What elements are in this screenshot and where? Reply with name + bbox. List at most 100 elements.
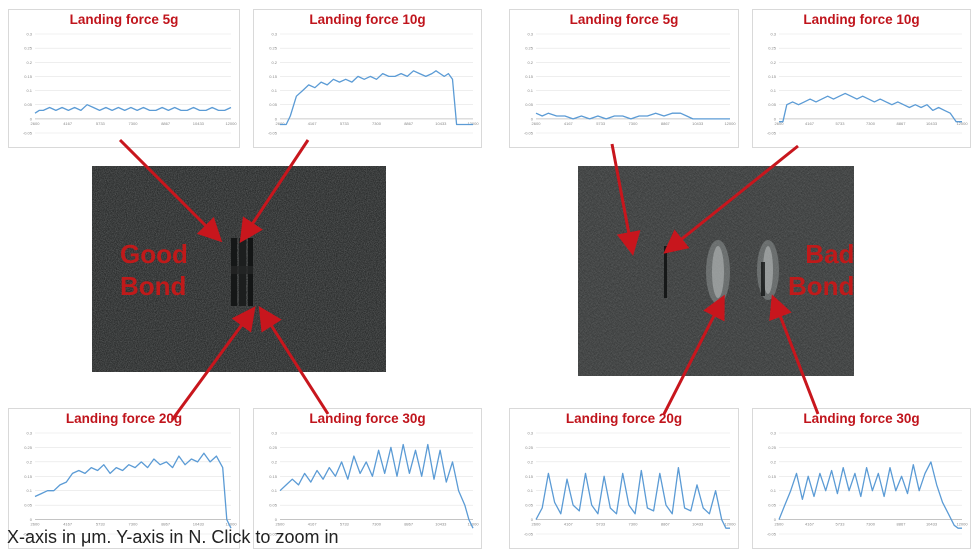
chart-title: Landing force 10g [309,12,426,27]
y-tick-label: 0.05 [24,102,33,107]
series-line [778,461,962,529]
x-tick-label: 10433 [193,121,205,126]
chart-panel-good-20g[interactable]: -0.05 0 0.05 0.1 0.15 0.2 0.25 0.3 2600 4167 5733 7… [8,408,240,549]
y-tick-label: 0.3 [527,431,533,436]
y-tick-label: 0.2 [26,60,32,65]
y-tick-label: 0.25 [525,46,534,51]
good-bond-micrograph[interactable]: Good Bond [92,166,386,372]
x-tick-label: 5733 [340,522,350,527]
x-tick-label: 8867 [897,522,907,527]
y-tick-label: 0.1 [770,88,776,93]
line-chart: -0.05 0 0.05 0.1 0.15 0.2 0.25 0.3 2600 4167 5733 7… [767,32,968,136]
x-tick-label: 12000 [956,522,968,527]
x-tick-label: 5733 [596,121,606,126]
series-line [535,112,730,120]
y-tick-label: 0.25 [768,445,777,450]
x-tick-label: 10433 [193,522,205,527]
x-tick-label: 4167 [308,522,318,527]
bad-bond-label-line2: Bond [788,271,854,301]
x-tick-label: 2600 [775,121,785,126]
y-tick-label: 0.1 [527,488,533,493]
series-line [779,92,962,123]
y-tick-label: 0.15 [768,474,777,479]
y-tick-label: -0.05 [23,532,33,537]
y-tick-label: 0.1 [271,488,277,493]
x-tick-label: 7300 [866,522,876,527]
x-tick-label: 4167 [63,121,73,126]
chart-panel-bad-5g[interactable]: -0.05 0 0.05 0.1 0.15 0.2 0.25 0.3 2600 4167 5733 7… [509,9,739,148]
chart-panel-good-5g[interactable]: -0.05 0 0.05 0.1 0.15 0.2 0.25 0.3 2600 4167 5733 7… [8,9,240,148]
line-chart: -0.05 0 0.05 0.1 0.15 0.2 0.25 0.3 2600 4167 5733 7… [524,32,736,136]
y-tick-label: 0.2 [527,60,533,65]
y-tick-label: 0.15 [269,474,278,479]
chart-panel-good-30g[interactable]: -0.05 0 0.05 0.1 0.15 0.2 0.25 0.3 2600 4167 5733 7… [253,408,482,549]
x-tick-label: 5733 [836,121,846,126]
chart-panel-bad-30g[interactable]: -0.05 0 0.05 0.1 0.15 0.2 0.25 0.3 2600 4167 5733 7… [752,408,971,549]
x-tick-label: 12000 [467,121,479,126]
y-tick-label: 0.25 [24,445,33,450]
y-tick-label: 0.15 [768,74,777,79]
y-tick-label: 0.05 [269,503,278,508]
x-tick-label: 7300 [129,121,139,126]
x-tick-label: 10433 [926,522,938,527]
x-tick-label: 7300 [866,121,876,126]
y-tick-label: 0.2 [271,459,277,464]
y-tick-label: 0 [774,517,777,522]
bond-footprint [231,238,253,306]
chart-title: Landing force 20g [565,411,683,426]
chart-title: Landing force 10g [803,12,920,27]
chart-title: Landing force 20g [65,411,183,426]
x-tick-label: 2600 [276,522,286,527]
y-tick-label: 0.25 [269,445,278,450]
x-tick-label: 4167 [564,121,574,126]
x-tick-label: 2600 [276,121,286,126]
y-tick-label: 0.1 [527,88,533,93]
x-tick-label: 2600 [31,121,41,126]
chart-panel-good-10g[interactable]: -0.05 0 0.05 0.1 0.15 0.2 0.25 0.3 2600 4167 5733 7… [253,9,482,148]
y-tick-label: 0 [30,517,33,522]
y-tick-label: 0.15 [525,474,534,479]
y-tick-label: 0.05 [525,102,534,107]
chart-panel-bad-10g[interactable]: -0.05 0 0.05 0.1 0.15 0.2 0.25 0.3 2600 4167 5733 7… [752,9,971,148]
bond-residue [664,240,779,304]
y-tick-label: 0.2 [770,60,776,65]
x-tick-label: 7300 [629,121,639,126]
x-tick-label: 8867 [897,121,907,126]
y-tick-label: 0.3 [271,431,277,436]
series-line [280,70,473,126]
y-tick-label: 0.15 [24,74,33,79]
chart-panel-bad-20g[interactable]: -0.05 0 0.05 0.1 0.15 0.2 0.25 0.3 2600 4167 5733 7… [509,408,739,549]
x-tick-label: 4167 [564,522,574,527]
x-tick-label: 2600 [775,522,785,527]
y-tick-label: 0 [531,517,534,522]
bad-bond-micrograph[interactable]: Bad Bond [578,166,854,376]
y-tick-label: 0.2 [770,459,776,464]
good-bond-label-line1: Good [120,239,188,269]
x-tick-label: 4167 [805,121,815,126]
y-tick-label: 0.1 [271,88,277,93]
y-tick-label: 0.05 [525,503,534,508]
y-tick-label: -0.05 [524,131,534,136]
y-tick-label: 0.25 [525,445,534,450]
y-tick-label: -0.05 [524,532,534,537]
y-tick-label: 0.15 [269,74,278,79]
x-tick-label: 10433 [435,522,447,527]
chart-title: Landing force 30g [309,411,426,426]
y-tick-label: 0.3 [26,431,32,436]
y-tick-label: -0.05 [268,532,278,537]
series-line [279,443,474,529]
x-tick-label: 12000 [467,522,479,527]
y-tick-label: 0.3 [770,431,776,436]
line-chart: -0.05 0 0.05 0.1 0.15 0.2 0.25 0.3 2600 4167 5733 7… [268,32,479,136]
y-tick-label: 0.3 [770,32,776,37]
good-bond-label-line2: Bond [120,271,187,301]
x-tick-label: 8867 [404,522,414,527]
x-tick-label: 8867 [161,121,171,126]
y-tick-label: 0.2 [271,60,277,65]
chart-title: Landing force 5g [69,12,179,27]
x-tick-label: 10433 [435,121,447,126]
figure-caption: X-axis in μm. Y-axis in N. Click to zoom… [7,527,339,547]
line-chart: -0.05 0 0.05 0.1 0.15 0.2 0.25 0.3 2600 4167 5733 7… [23,431,237,537]
y-tick-label: -0.05 [268,131,278,136]
line-chart: -0.05 0 0.05 0.1 0.15 0.2 0.25 0.3 2600 4167 5733 7… [524,431,736,537]
